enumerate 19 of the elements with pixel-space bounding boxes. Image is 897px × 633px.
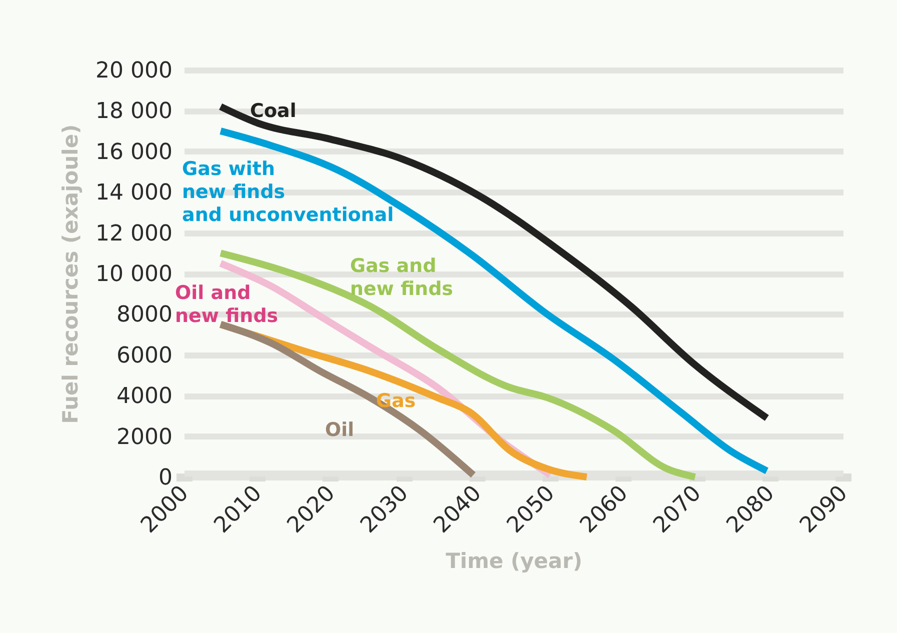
y-tick-label: 4000 [116, 384, 172, 410]
x-axis-title: Time (year) [446, 548, 582, 573]
y-axis-title: Fuel recources (exajoule) [58, 124, 83, 424]
y-tick-label: 10 000 [96, 262, 172, 287]
series-label: Oil [325, 419, 354, 441]
series-label: Gas [376, 390, 416, 412]
series-label: Gas and new finds [350, 255, 454, 300]
y-tick-label: 14 000 [96, 180, 172, 206]
series-label: Coal [250, 100, 296, 122]
y-tick-label: 8000 [116, 302, 172, 328]
y-tick-label: 20 000 [96, 58, 172, 84]
series-label: Oil and new finds [175, 282, 278, 327]
series-label: Gas with new finds and unconventional [182, 158, 394, 226]
y-tick-label: 0 [158, 466, 172, 490]
y-tick-label: 18 000 [96, 99, 172, 124]
y-tick-label: 16 000 [96, 140, 172, 165]
y-tick-label: 2000 [116, 424, 172, 450]
y-tick-label: 6000 [116, 343, 172, 368]
y-tick-label: 12 000 [96, 221, 172, 246]
